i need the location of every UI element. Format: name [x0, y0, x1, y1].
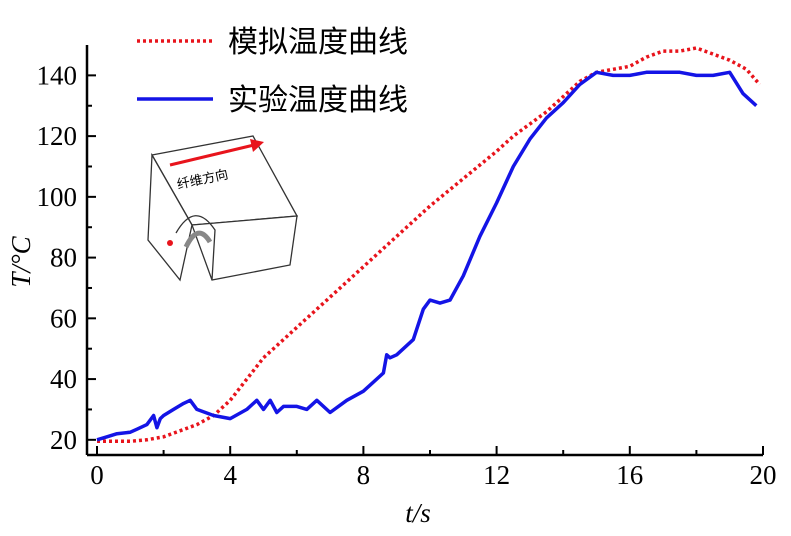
x-axis-title: t/s	[405, 498, 431, 528]
y-tick-label: 140	[37, 60, 78, 90]
inset-side-face	[191, 215, 298, 281]
y-tick-label: 20	[50, 425, 77, 455]
inset-fiber-arrowhead-icon	[250, 139, 264, 152]
series-line-0	[97, 46, 762, 444]
inset-curved-arrow	[183, 230, 213, 249]
y-axis-title: T/°C	[6, 235, 36, 287]
x-tick-label: 8	[357, 460, 371, 490]
inset-fiber-arrow	[169, 143, 255, 167]
x-tick-label: 16	[616, 460, 643, 490]
series-line-1	[96, 70, 758, 442]
y-tick-label: 100	[37, 182, 78, 212]
inset-cut-arc	[175, 215, 216, 281]
series-layer	[96, 46, 762, 444]
inset-front-face	[147, 152, 193, 282]
inset-measure-point	[167, 240, 173, 246]
y-tick-label: 120	[37, 121, 78, 151]
y-tick-label: 80	[50, 243, 77, 273]
x-tick-label: 20	[750, 460, 777, 490]
x-tick-label: 12	[483, 460, 510, 490]
y-tick-label: 40	[50, 364, 77, 394]
x-tick-label: 0	[90, 460, 104, 490]
tick-labels: 0 4 8 12 16 20 20 40 60 80 100 120 140	[37, 60, 777, 490]
legend-label-simulated: 模拟温度曲线	[228, 25, 408, 60]
axis-ticks	[87, 74, 764, 455]
legend: 模拟温度曲线 实验温度曲线	[137, 25, 408, 118]
y-tick-label: 60	[50, 303, 77, 333]
specimen-inset: 纤维方向	[147, 135, 299, 282]
legend-label-experimental: 实验温度曲线	[228, 83, 408, 118]
x-tick-label: 4	[223, 460, 237, 490]
